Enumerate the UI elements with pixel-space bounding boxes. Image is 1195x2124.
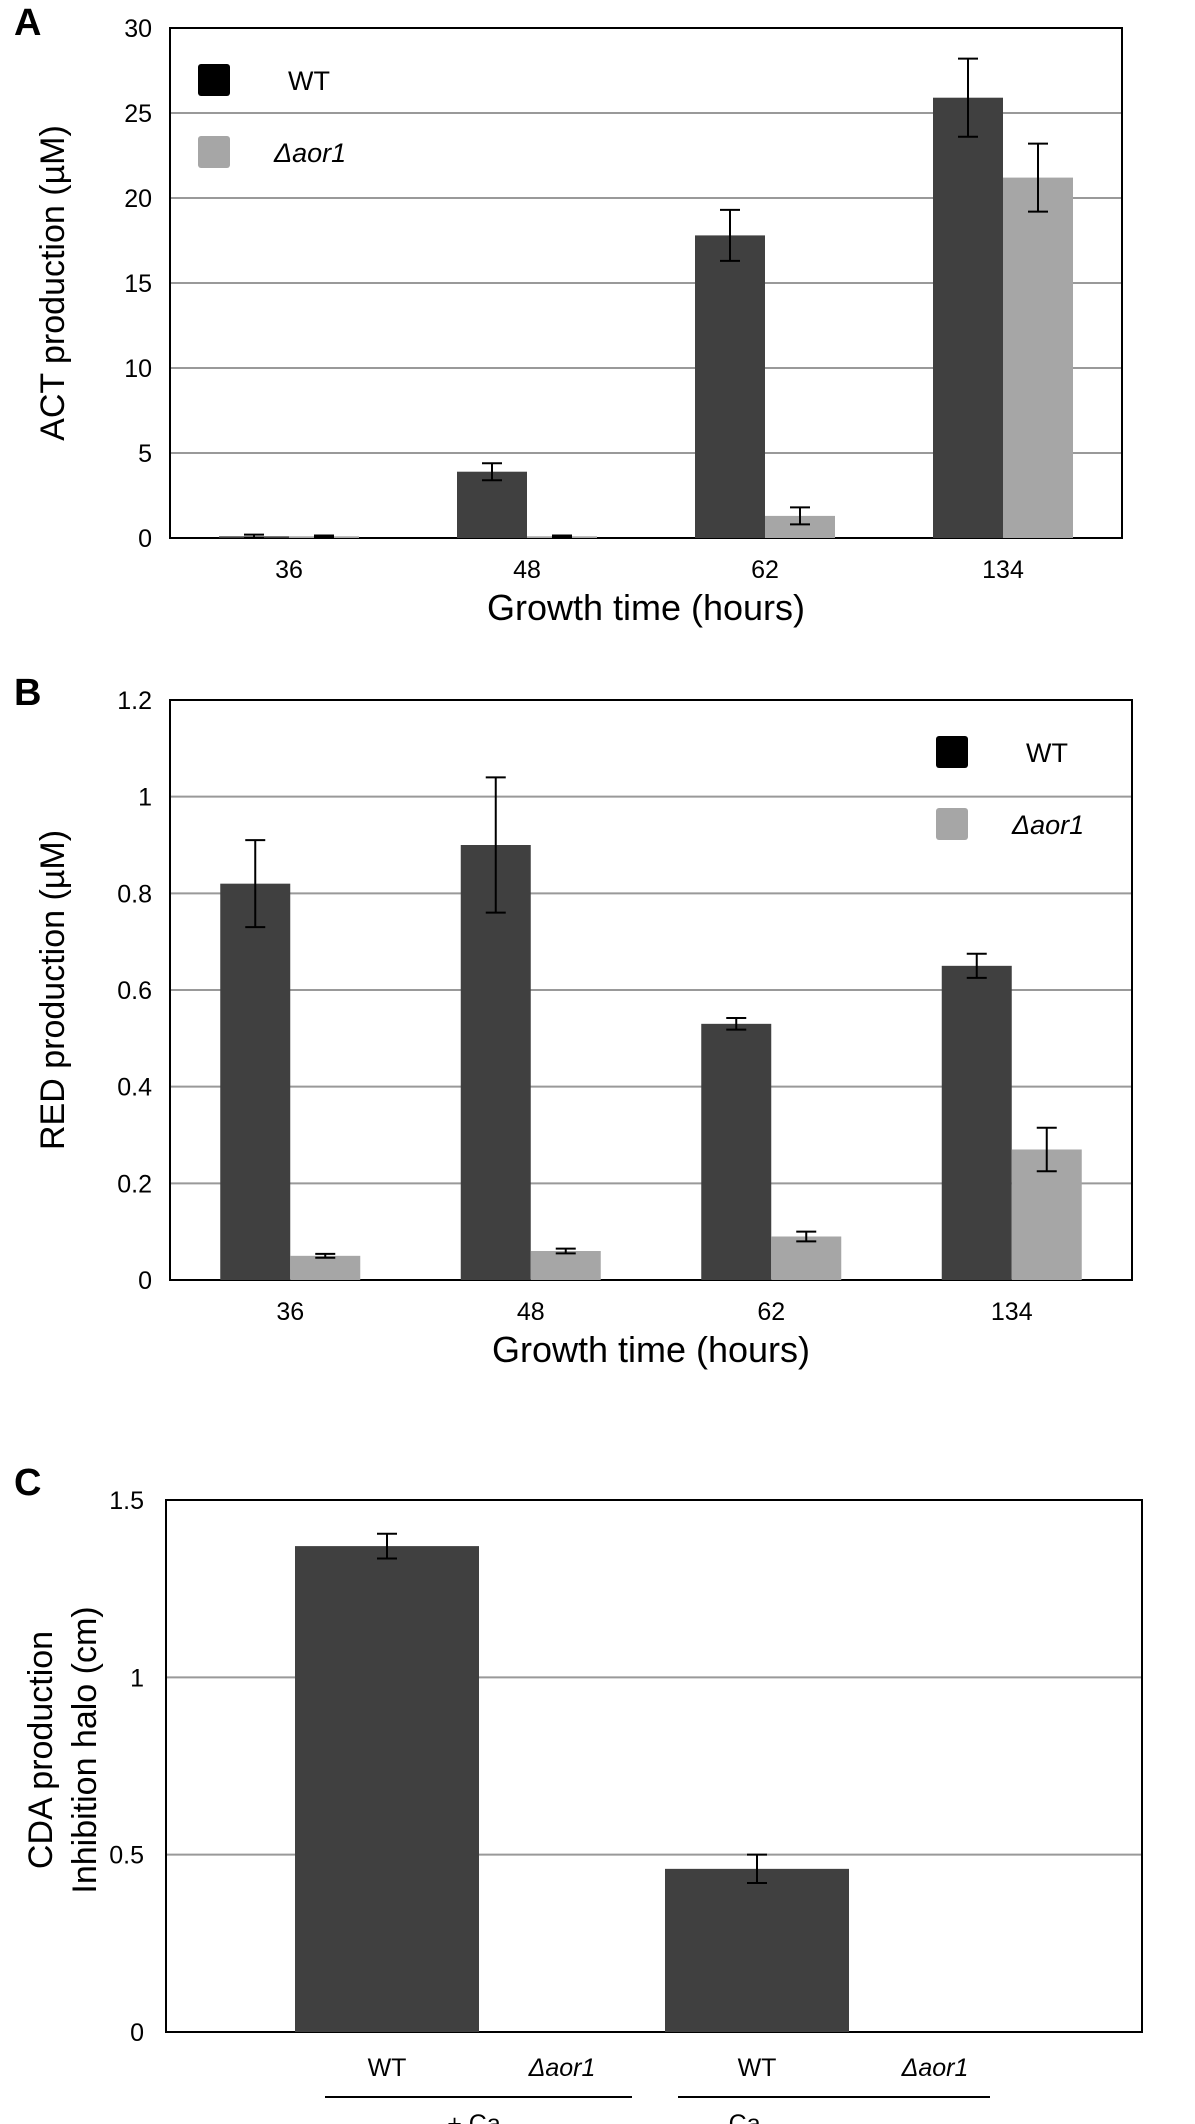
y-tick-label: 0.4 [117,1074,152,1102]
panel-letter-a: A [14,2,42,44]
y-axis-label-line-2: Inhibition halo (cm) [66,1606,104,1893]
legend-label-mutant: Δaor1 [273,138,346,168]
x-tick-label: Δaor1 [901,2054,969,2082]
y-tick-label: 0.5 [109,1842,144,1870]
legend-label-wt: WT [288,66,330,96]
x-tick-label: 62 [757,1298,785,1326]
plot-frame [169,27,1123,539]
y-tick-label: 1 [130,1664,144,1692]
x-tick-label: 48 [517,1298,545,1326]
plot-frame [169,699,1133,1281]
y-tick-label: 10 [124,355,152,383]
y-axis-label: RED production (µM) [34,830,72,1150]
x-tick-label: WT [738,2054,777,2082]
bar-wt-36 [220,883,291,1280]
plot-frame [165,1499,1143,2033]
legend-label-mutant: Δaor1 [1011,810,1084,840]
y-tick-label: 0 [130,2019,144,2047]
y-tick-label: 1.2 [117,687,152,715]
bar-mutant-36 [290,1255,361,1280]
x-tick-label: 48 [513,556,541,584]
bar-wt-48 [457,471,527,538]
y-tick-label: 1 [138,784,152,812]
bar-mutant-48 [530,1251,601,1280]
bar-wt-134 [941,965,1012,1280]
bar-wt-134 [933,97,1003,538]
x-axis-label: Growth time (hours) [487,587,805,628]
legend-swatch-mutant [936,808,968,840]
y-axis-label: ACT production (µM) [34,125,72,441]
group-label: + Ca [447,2110,501,2124]
chart-c: 0 0.5 1 1.5 WT Δaor1 WT Δaor1 + Ca - Ca CDA produc… [22,1487,1143,2124]
x-tick-label: 36 [275,556,303,584]
chart-a: 0 5 10 15 20 25 30 36 48 62 134 ACT production (µM)… [34,15,1123,628]
y-tick-label: 5 [138,440,152,468]
bar-wt-62 [701,1023,772,1280]
chart-b: 0 0.2 0.4 0.6 0.8 1 1.2 36 48 62 134 RED production… [34,687,1133,1370]
legend-swatch-mutant [198,136,230,168]
panel-letter-c: C [14,1462,42,1504]
y-tick-label: 0 [138,1267,152,1295]
x-tick-label: 62 [751,556,779,584]
x-axis-label: Growth time (hours) [492,1329,810,1370]
bar-wt-48 [460,845,531,1280]
legend-swatch-wt [198,64,230,96]
x-tick-label: Δaor1 [528,2054,596,2082]
y-tick-label: 15 [124,270,152,298]
bar-mutant-62 [765,515,835,538]
legend-label-wt: WT [1026,738,1068,768]
bar-minus-ca-wt [665,1868,849,2032]
x-tick-label: 36 [276,1298,304,1326]
y-tick-label: 1.5 [109,1487,144,1515]
y-tick-label: 0 [138,525,152,553]
bar-wt-62 [695,235,765,538]
y-tick-label: 30 [124,15,152,43]
x-tick-label: 134 [991,1298,1033,1326]
legend-swatch-wt [936,736,968,768]
y-axis-label-line-1: CDA production [22,1631,60,1869]
y-tick-label: 25 [124,100,152,128]
y-tick-label: 20 [124,185,152,213]
bar-mutant-134 [1003,177,1073,538]
x-tick-label: 134 [982,556,1024,584]
y-tick-label: 0.2 [117,1170,152,1198]
group-label: - Ca [713,2110,760,2124]
y-tick-label: 0.8 [117,880,152,908]
x-tick-label: WT [368,2054,407,2082]
bar-mutant-62 [771,1236,842,1280]
y-tick-label: 0.6 [117,977,152,1005]
panel-letter-b: B [14,672,42,714]
bar-plus-ca-wt [295,1546,479,2032]
